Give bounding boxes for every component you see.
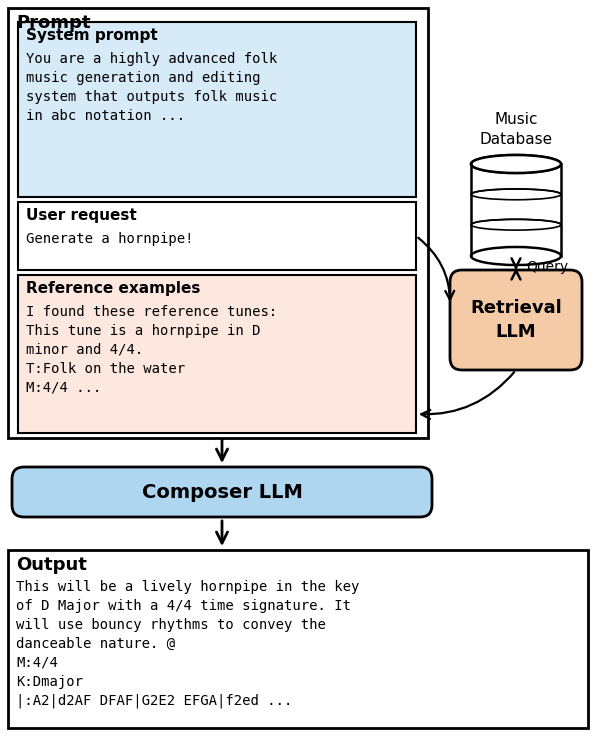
- FancyBboxPatch shape: [450, 270, 582, 370]
- Text: Generate a hornpipe!: Generate a hornpipe!: [26, 232, 193, 246]
- FancyBboxPatch shape: [8, 8, 428, 438]
- Text: Reference examples: Reference examples: [26, 281, 200, 296]
- FancyBboxPatch shape: [18, 202, 416, 270]
- Text: Prompt: Prompt: [16, 14, 91, 32]
- Text: Music
Database: Music Database: [479, 112, 553, 147]
- Ellipse shape: [471, 155, 561, 173]
- FancyBboxPatch shape: [18, 22, 416, 197]
- Text: This will be a lively hornpipe in the key
of D Major with a 4/4 time signature. : This will be a lively hornpipe in the ke…: [16, 580, 359, 708]
- Text: I found these reference tunes:
This tune is a hornpipe in D
minor and 4/4.
T:Fol: I found these reference tunes: This tune…: [26, 305, 277, 394]
- Text: Query: Query: [526, 261, 568, 275]
- Ellipse shape: [471, 155, 561, 173]
- Ellipse shape: [471, 219, 561, 230]
- FancyBboxPatch shape: [12, 467, 432, 517]
- Text: Output: Output: [16, 556, 87, 574]
- Text: User request: User request: [26, 208, 137, 223]
- Text: Composer LLM: Composer LLM: [142, 483, 302, 501]
- Ellipse shape: [471, 189, 561, 199]
- Ellipse shape: [471, 247, 561, 265]
- Text: System prompt: System prompt: [26, 28, 158, 43]
- FancyBboxPatch shape: [18, 275, 416, 433]
- FancyBboxPatch shape: [8, 550, 588, 728]
- Text: Retrieval
LLM: Retrieval LLM: [470, 299, 562, 342]
- Text: You are a highly advanced folk
music generation and editing
system that outputs : You are a highly advanced folk music gen…: [26, 52, 277, 123]
